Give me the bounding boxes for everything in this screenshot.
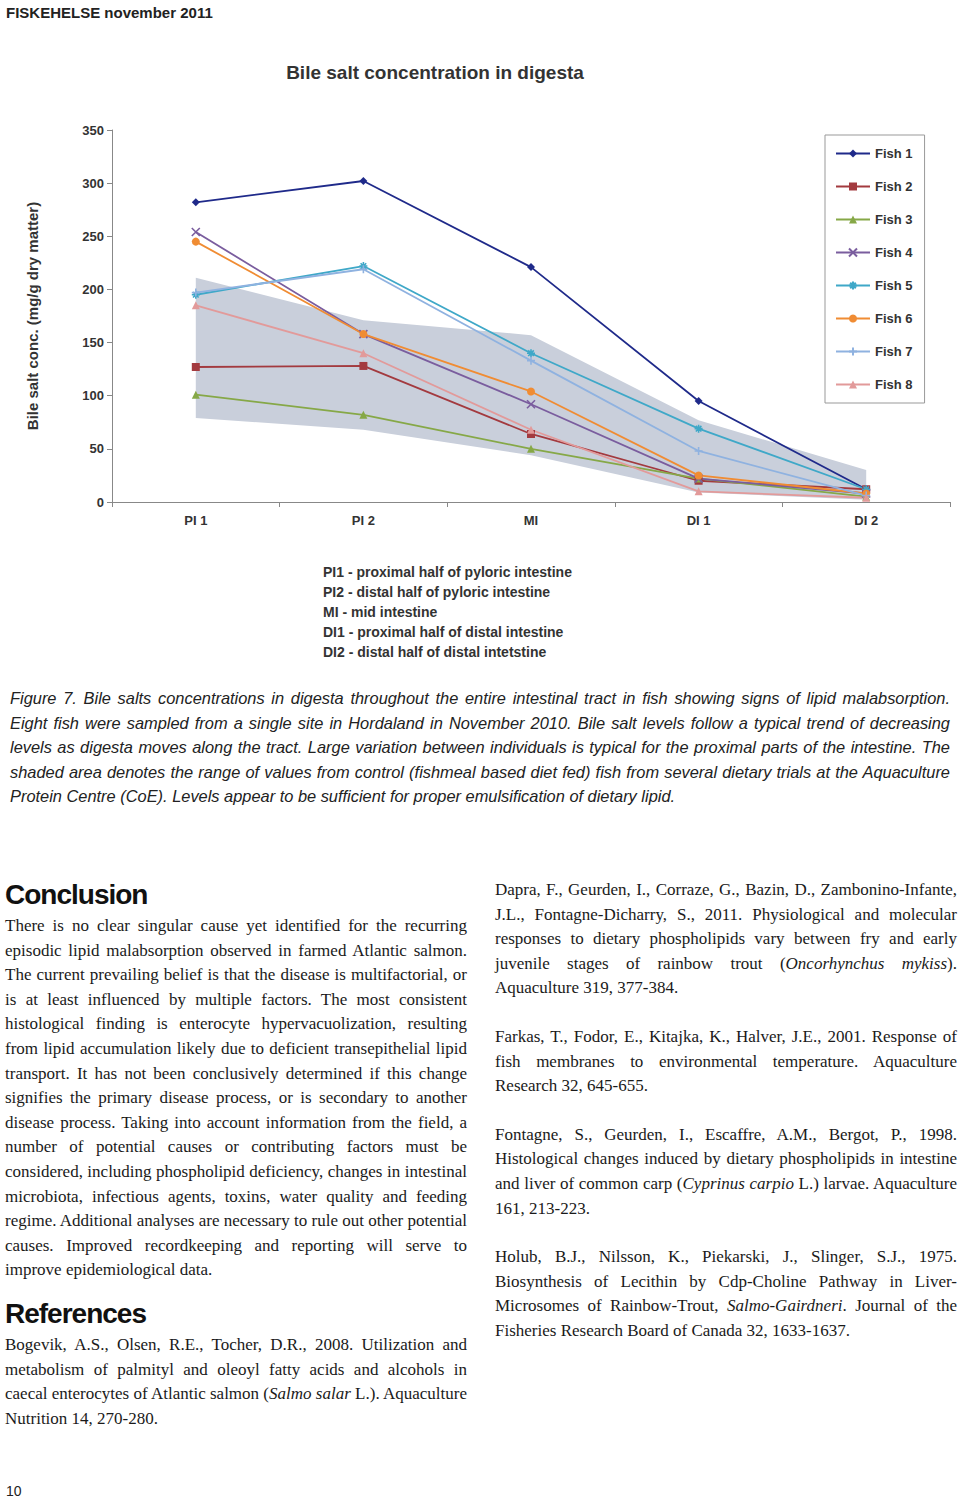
svg-text:Fish 7: Fish 7 bbox=[875, 344, 913, 359]
svg-text:MI: MI bbox=[524, 513, 538, 528]
html-text:MI - mid intestine: MI - mid intestine bbox=[323, 604, 438, 620]
html-text:DI1 - proximal half of distal: DI1 - proximal half of distal intestine bbox=[323, 624, 564, 640]
svg-text:Fish 1: Fish 1 bbox=[875, 146, 913, 161]
svg-text:250: 250 bbox=[82, 229, 104, 244]
svg-text:Fish 3: Fish 3 bbox=[875, 212, 913, 227]
html-text:Fontagne, S., Geurden, I., Esc: Fontagne, S., Geurden, I., Escaffre, A.M… bbox=[495, 1124, 957, 1218]
html-text:PI2 - distal half of pyloric i: PI2 - distal half of pyloric intestine bbox=[323, 584, 551, 600]
html-text:PI1 - proximal half of pyloric: PI1 - proximal half of pyloric intestine bbox=[323, 564, 572, 580]
svg-text:Fish 8: Fish 8 bbox=[875, 377, 913, 392]
html-text:Figure 7. Bile salts concentra: Figure 7. Bile salts concentrations in d… bbox=[10, 689, 950, 806]
html-text:FISKEHELSE november 2011: FISKEHELSE november 2011 bbox=[6, 4, 213, 21]
svg-text:200: 200 bbox=[82, 282, 104, 297]
html-text:Bogevik, A.S., Olsen, R.E., To: Bogevik, A.S., Olsen, R.E., Tocher, D.R.… bbox=[5, 1334, 467, 1428]
svg-text:300: 300 bbox=[82, 176, 104, 191]
html-text:Holub, B.J., Nilsson, K., Piek: Holub, B.J., Nilsson, K., Piekarski, J.,… bbox=[495, 1247, 957, 1340]
svg-text:100: 100 bbox=[82, 388, 104, 403]
svg-text:Fish 5: Fish 5 bbox=[875, 278, 913, 293]
svg-text:Fish 6: Fish 6 bbox=[875, 311, 913, 326]
svg-text:50: 50 bbox=[90, 441, 104, 456]
svg-text:DI 1: DI 1 bbox=[687, 513, 711, 528]
html-text:Farkas, T., Fodor, E., Kitajka: Farkas, T., Fodor, E., Kitajka, K., Halv… bbox=[495, 1027, 957, 1096]
html-text:References: References bbox=[5, 1297, 146, 1329]
svg-text:150: 150 bbox=[82, 335, 104, 350]
html-text:DI2 - distal half of distal in: DI2 - distal half of distal intetstine bbox=[323, 644, 547, 660]
html-text:Conclusion: Conclusion bbox=[5, 879, 148, 910]
svg-text:Fish 2: Fish 2 bbox=[875, 179, 913, 194]
svg-text:Bile salt conc. (mg/g dry matt: Bile salt conc. (mg/g dry matter) bbox=[24, 202, 41, 430]
svg-text:0: 0 bbox=[97, 495, 104, 510]
svg-text:DI 2: DI 2 bbox=[854, 513, 878, 528]
svg-text:Bile salt concentration in dig: Bile salt concentration in digesta bbox=[286, 62, 584, 83]
svg-text:Fish 4: Fish 4 bbox=[875, 245, 913, 260]
html-text:There is no clear singular cau: There is no clear singular cause yet ide… bbox=[5, 916, 467, 1280]
svg-text:PI 1: PI 1 bbox=[184, 513, 207, 528]
svg-text:PI 2: PI 2 bbox=[352, 513, 375, 528]
svg-text:350: 350 bbox=[82, 123, 104, 138]
html-text:Dapra, F., Geurden, I., Corraz: Dapra, F., Geurden, I., Corraze, G., Baz… bbox=[495, 880, 957, 998]
html-text:10: 10 bbox=[6, 1483, 22, 1499]
